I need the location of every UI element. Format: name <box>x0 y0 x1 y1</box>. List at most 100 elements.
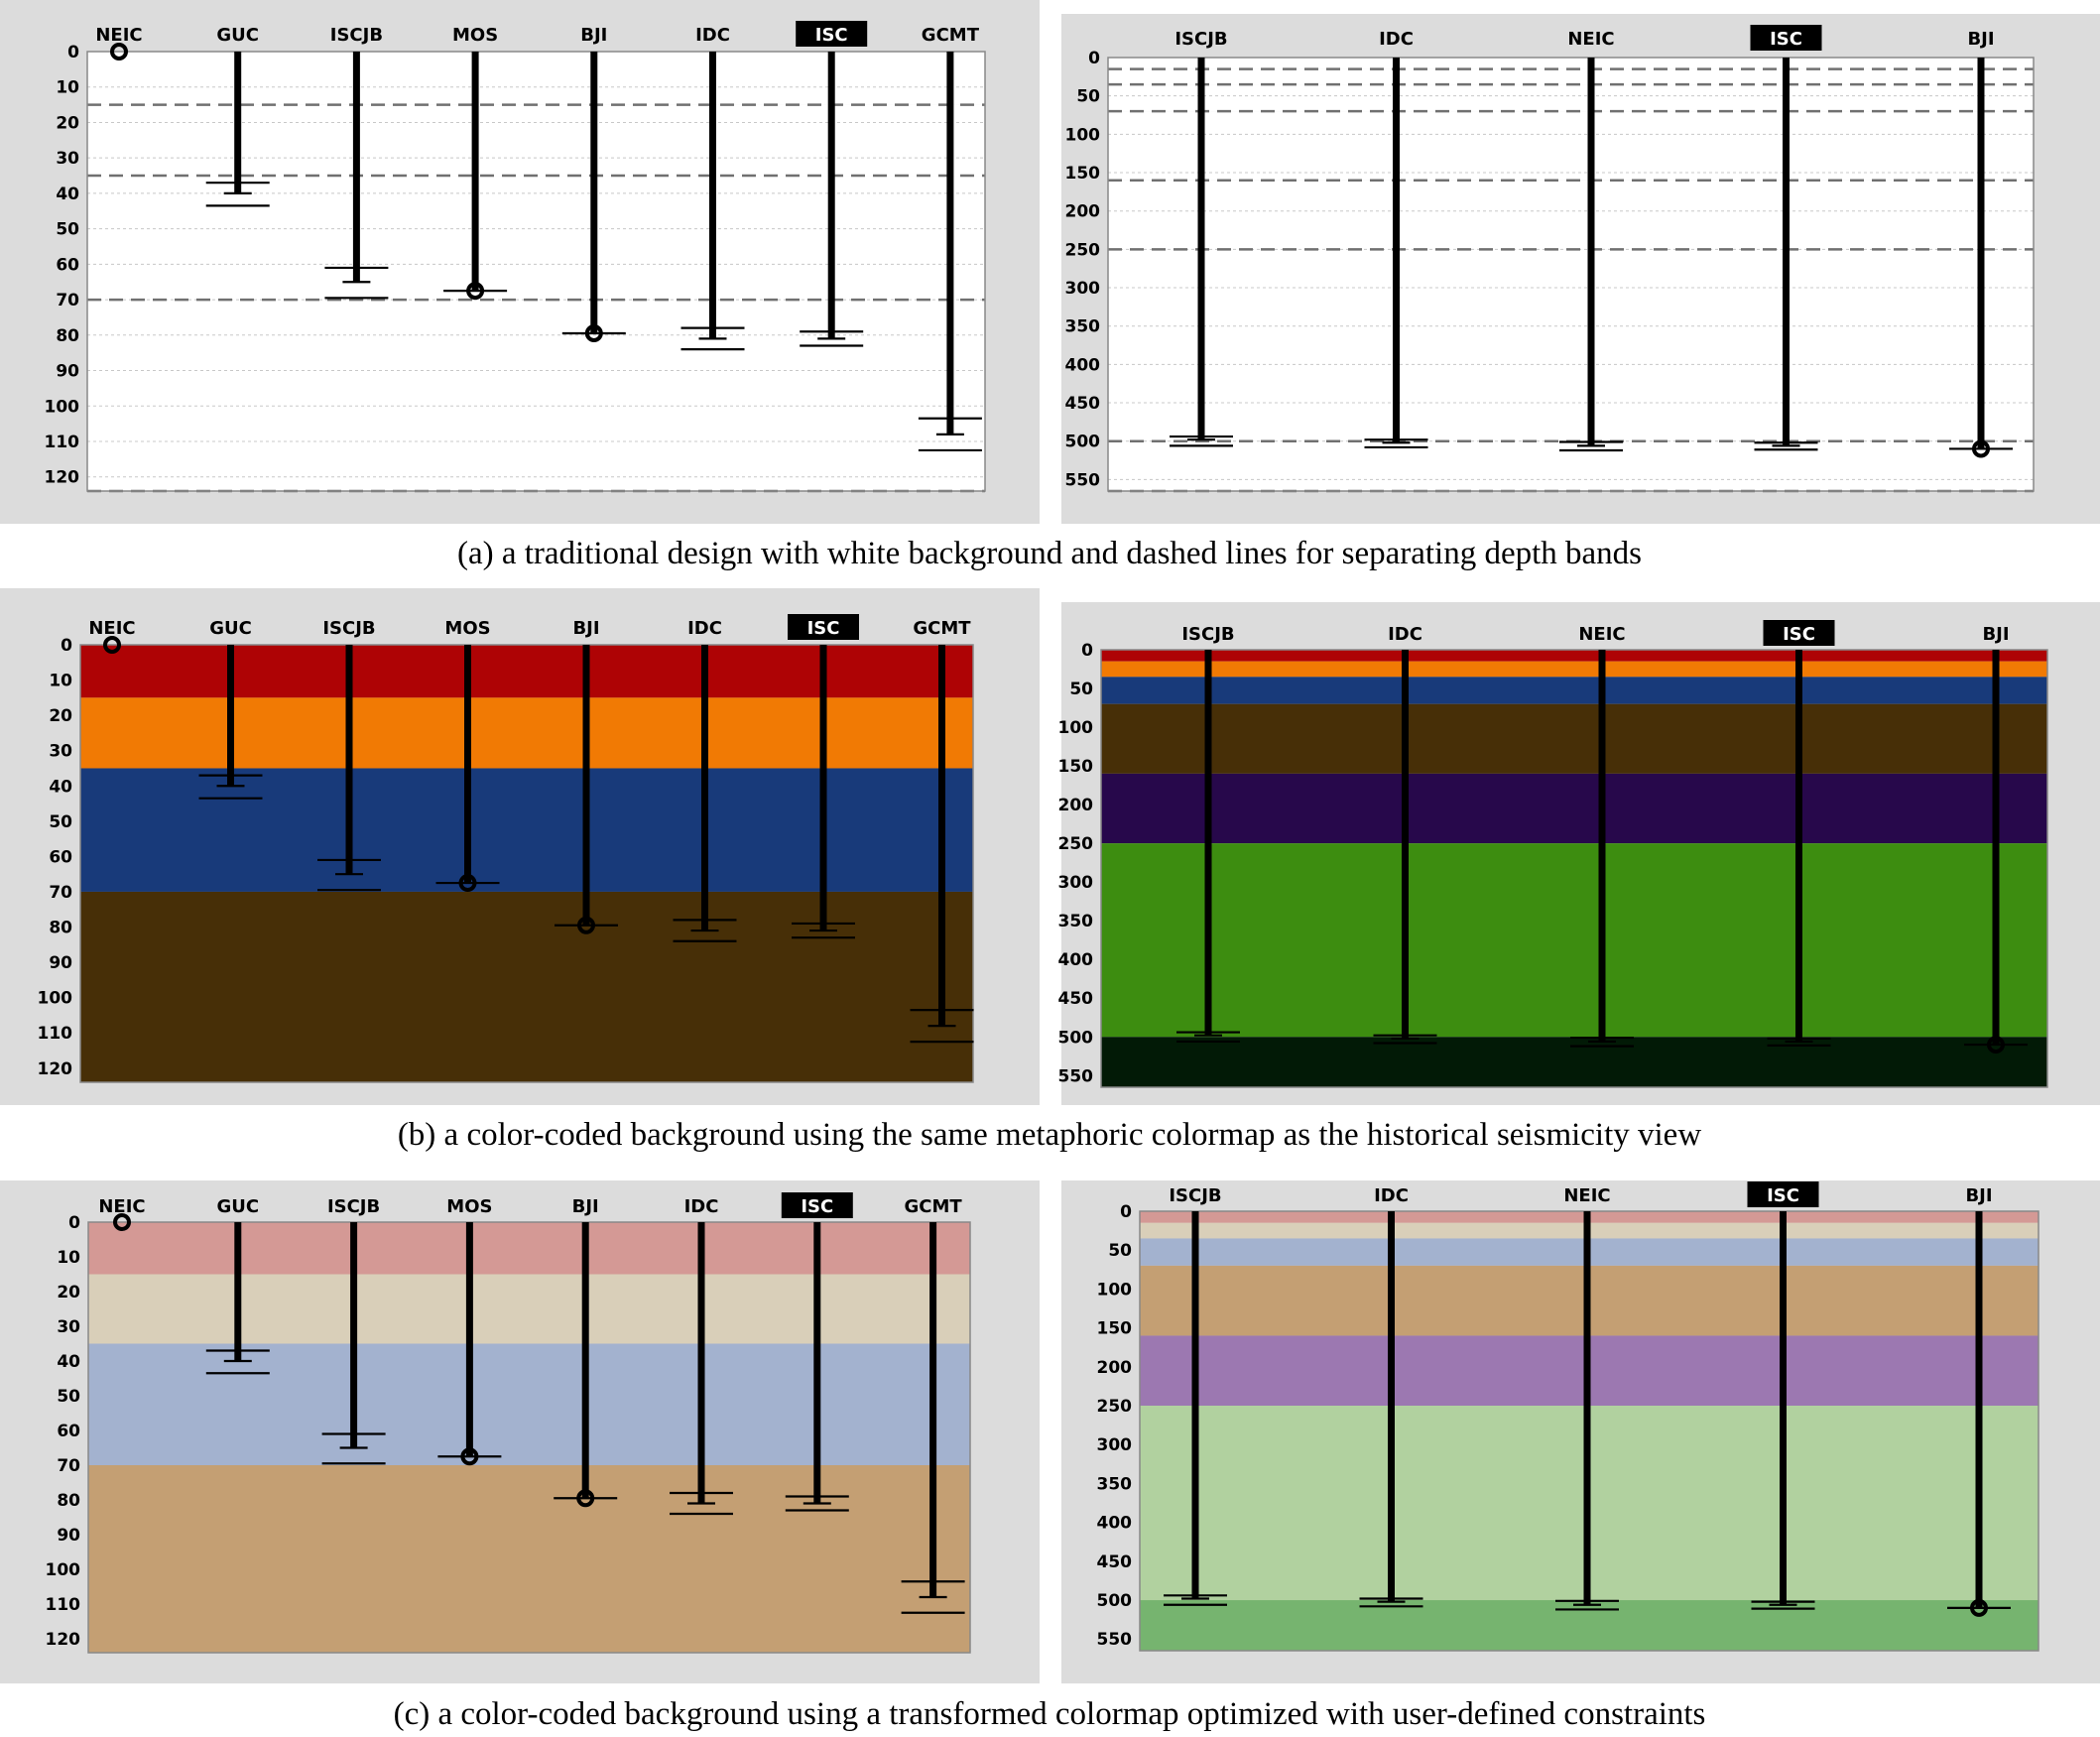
depth-band <box>80 697 973 769</box>
panel-c-left: 0 10 20 30 40 50 60 70 80 90 100 110 120 NEIC GUC ISCJB… <box>0 1180 1040 1683</box>
y-tick-label: 450 <box>1065 394 1101 414</box>
chart-panels: 0 10 20 30 40 50 60 70 80 90 100 110 120 NEIC GUC ISCJB… <box>0 0 2100 1683</box>
depth-marker <box>1970 1598 1988 1617</box>
depth-band <box>87 104 985 177</box>
y-tick-label: 0 <box>1088 49 1100 68</box>
depth-band <box>1101 1037 2047 1087</box>
y-tick-label: 70 <box>56 291 79 310</box>
y-tick-label: 120 <box>46 1630 81 1650</box>
y-tick-label: 100 <box>38 989 73 1009</box>
y-tick-label: 10 <box>56 78 79 98</box>
y-tick-label: 50 <box>1069 680 1093 699</box>
y-tick-label: 90 <box>56 362 79 382</box>
agency-label: BJI <box>572 1196 599 1217</box>
y-tick-label: 110 <box>46 1595 81 1615</box>
depth-band <box>1108 58 2034 69</box>
depth-band <box>1101 661 2047 678</box>
y-tick-label: 450 <box>1058 989 1094 1009</box>
y-tick-label: 0 <box>1081 641 1093 661</box>
y-tick-label: 100 <box>46 1560 81 1580</box>
agency-highlight-box <box>796 21 868 47</box>
y-tick-label: 150 <box>1058 757 1094 777</box>
y-tick-label: 20 <box>49 706 72 726</box>
y-tick-label: 30 <box>49 742 72 762</box>
y-tick-label: 500 <box>1065 433 1101 452</box>
agency-label: GUC <box>209 618 252 639</box>
agency-label: NEIC <box>1563 1185 1610 1206</box>
agency-label: NEIC <box>1567 29 1614 50</box>
depth-band <box>1108 84 2034 112</box>
agency-label: MOS <box>452 25 498 46</box>
plot-border <box>1100 649 2048 1088</box>
agency-label: ISC <box>801 1196 833 1217</box>
agency-label: NEIC <box>88 618 135 639</box>
agency-label: BJI <box>1967 29 1994 50</box>
y-tick-label: 70 <box>57 1456 80 1476</box>
depth-band <box>1101 703 2047 774</box>
agency-label: IDC <box>1388 624 1422 645</box>
agency-highlight-box <box>788 614 859 640</box>
y-tick-label: 50 <box>1108 1241 1132 1261</box>
panel-c-right: 0 50 100 150 200 250 300 350 400 450 500 550 ISCJB ID… <box>1061 1180 2100 1683</box>
plot-border <box>1107 57 2035 492</box>
depth-band <box>80 768 973 892</box>
y-tick-label: 90 <box>57 1526 80 1546</box>
y-tick-label: 60 <box>49 847 72 867</box>
depth-band <box>1108 440 2034 491</box>
depth-marker <box>584 324 603 343</box>
agency-label: MOS <box>444 618 490 639</box>
y-tick-label: 120 <box>38 1059 73 1079</box>
y-tick-label: 350 <box>1065 317 1101 337</box>
agency-label: ISC <box>1783 624 1815 645</box>
panel-a-left: 0 10 20 30 40 50 60 70 80 90 100 110 120 NEIC GUC ISCJB… <box>0 0 1040 524</box>
y-tick-label: 30 <box>56 149 79 169</box>
y-tick-label: 250 <box>1097 1397 1133 1417</box>
y-tick-label: 250 <box>1058 834 1094 854</box>
agency-label: IDC <box>1374 1185 1409 1206</box>
depth-band <box>1101 677 2047 704</box>
caption-c: (c) a color-coded background using a tra… <box>394 1696 1706 1732</box>
panel-b-right: 0 50 100 150 200 250 300 350 400 450 500 550 ISCJB ID… <box>1058 602 2100 1105</box>
y-tick-label: 550 <box>1058 1066 1094 1086</box>
panel-b-left: 0 10 20 30 40 50 60 70 80 90 100 110 120 NEIC GUC ISCJB… <box>0 588 1040 1105</box>
y-tick-label: 300 <box>1058 873 1094 893</box>
agency-label: GCMT <box>913 618 971 639</box>
y-tick-label: 50 <box>56 220 79 240</box>
y-tick-label: 110 <box>45 433 80 452</box>
depth-band <box>1108 180 2034 250</box>
agency-label: IDC <box>1379 29 1414 50</box>
agency-label: ISCJB <box>1174 29 1227 50</box>
depth-marker <box>576 1489 595 1508</box>
depth-marker <box>458 874 477 893</box>
agency-highlight-box <box>1747 1181 1819 1207</box>
agency-label: BJI <box>580 25 607 46</box>
depth-band <box>88 1343 970 1465</box>
depth-band <box>1108 249 2034 441</box>
y-tick-label: 80 <box>49 919 72 938</box>
y-tick-label: 100 <box>1058 718 1094 738</box>
caption-a: (a) a traditional design with white back… <box>457 536 1642 571</box>
agency-label: ISC <box>815 25 848 46</box>
y-tick-label: 50 <box>1076 87 1100 107</box>
plot-border <box>79 644 974 1083</box>
y-tick-label: 250 <box>1065 240 1101 260</box>
depth-band <box>1101 650 2047 662</box>
agency-label: MOS <box>446 1196 492 1217</box>
y-tick-label: 90 <box>49 953 72 973</box>
y-tick-label: 80 <box>56 326 79 346</box>
agency-label: NEIC <box>95 25 142 46</box>
y-tick-label: 400 <box>1058 950 1094 970</box>
depth-band <box>88 1465 970 1653</box>
agency-label: ISC <box>1767 1185 1799 1206</box>
agency-label: BJI <box>1982 624 2009 645</box>
y-tick-label: 40 <box>57 1352 80 1372</box>
y-tick-label: 100 <box>45 397 80 417</box>
caption-b: (b) a color-coded background using the s… <box>398 1117 1702 1153</box>
agency-highlight-box <box>781 1192 853 1218</box>
agency-label: GCMT <box>905 1196 963 1217</box>
y-tick-label: 550 <box>1097 1630 1133 1650</box>
depth-marker <box>577 916 595 934</box>
y-tick-label: 0 <box>1120 1202 1132 1222</box>
agency-label: GCMT <box>922 25 980 46</box>
